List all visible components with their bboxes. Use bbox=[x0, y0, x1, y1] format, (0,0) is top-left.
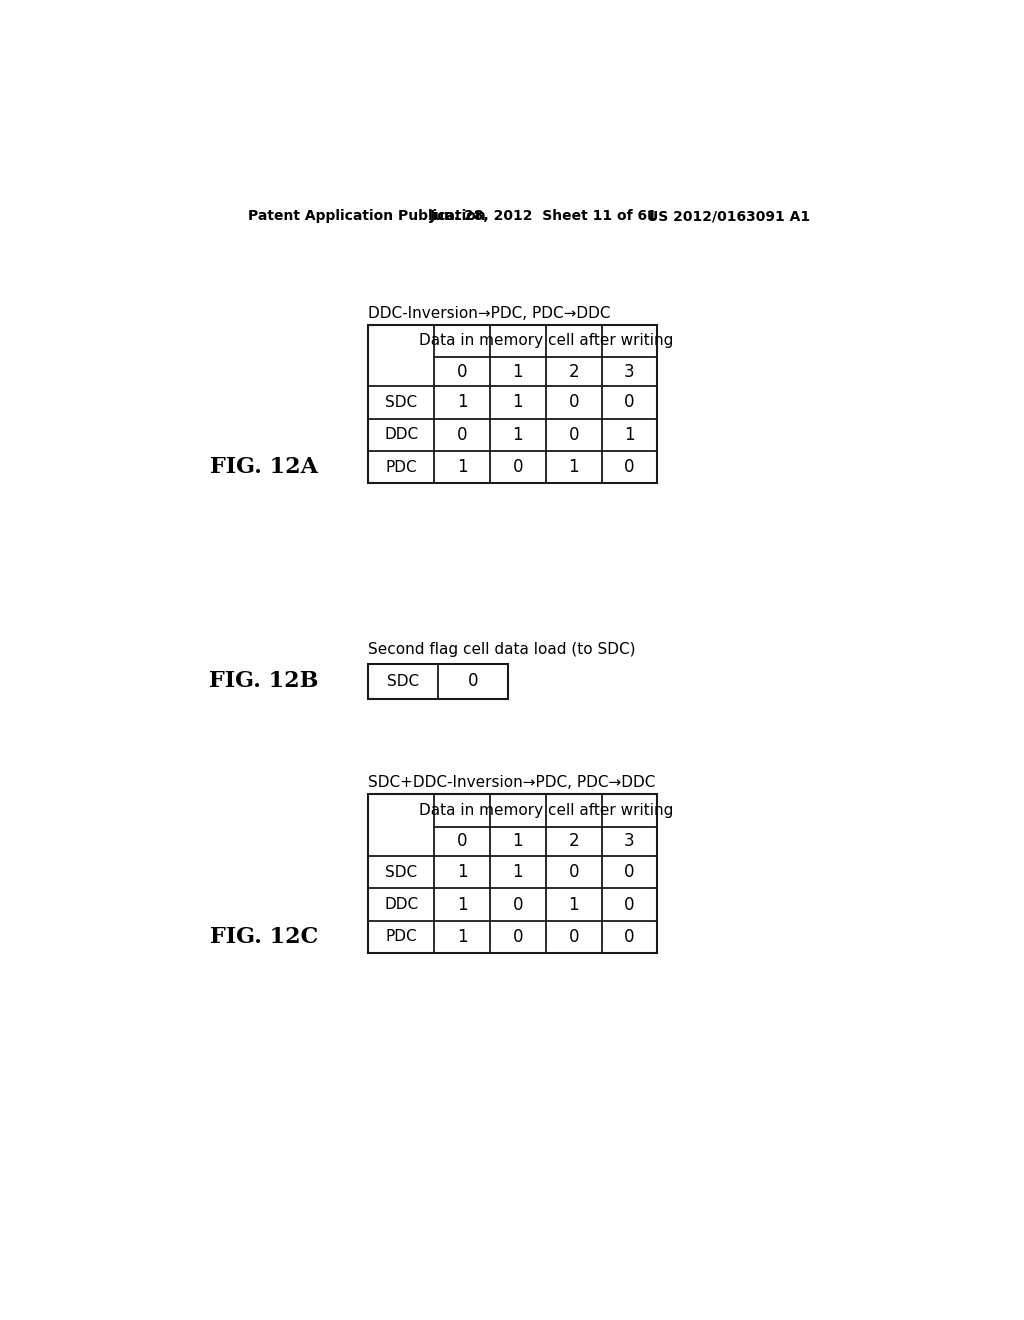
Text: 2: 2 bbox=[568, 833, 579, 850]
Text: PDC: PDC bbox=[385, 459, 417, 475]
Text: 1: 1 bbox=[513, 833, 523, 850]
Text: 3: 3 bbox=[624, 363, 635, 380]
Text: 1: 1 bbox=[568, 895, 579, 913]
Text: PDC: PDC bbox=[385, 929, 417, 944]
Text: 0: 0 bbox=[513, 458, 523, 477]
Text: 1: 1 bbox=[624, 426, 635, 444]
Text: SDC: SDC bbox=[385, 865, 417, 879]
Text: 0: 0 bbox=[568, 426, 579, 444]
Bar bbox=[369, 664, 508, 700]
Text: SDC: SDC bbox=[387, 673, 419, 689]
Text: 0: 0 bbox=[625, 863, 635, 882]
Text: Patent Application Publication: Patent Application Publication bbox=[248, 209, 485, 223]
Text: 3: 3 bbox=[624, 833, 635, 850]
Text: 1: 1 bbox=[513, 426, 523, 444]
Text: Second flag cell data load (to SDC): Second flag cell data load (to SDC) bbox=[369, 642, 636, 657]
Text: 1: 1 bbox=[457, 863, 467, 882]
Text: SDC: SDC bbox=[385, 395, 417, 411]
Text: 0: 0 bbox=[468, 672, 478, 690]
Text: DDC-Inversion→PDC, PDC→DDC: DDC-Inversion→PDC, PDC→DDC bbox=[369, 306, 610, 322]
Text: FIG. 12A: FIG. 12A bbox=[210, 457, 317, 478]
Text: DDC: DDC bbox=[384, 898, 418, 912]
Text: 0: 0 bbox=[568, 928, 579, 946]
Text: 2: 2 bbox=[568, 363, 579, 380]
Bar bbox=[369, 325, 657, 483]
Text: 0: 0 bbox=[457, 363, 467, 380]
Text: 1: 1 bbox=[457, 928, 467, 946]
Text: SDC+DDC-Inversion→PDC, PDC→DDC: SDC+DDC-Inversion→PDC, PDC→DDC bbox=[369, 775, 655, 789]
Bar bbox=[369, 795, 657, 953]
Text: 0: 0 bbox=[457, 426, 467, 444]
Text: US 2012/0163091 A1: US 2012/0163091 A1 bbox=[647, 209, 810, 223]
Text: 1: 1 bbox=[513, 363, 523, 380]
Text: 1: 1 bbox=[568, 458, 579, 477]
Text: FIG. 12C: FIG. 12C bbox=[210, 925, 317, 948]
Text: 1: 1 bbox=[457, 393, 467, 412]
Text: 0: 0 bbox=[568, 863, 579, 882]
Text: 1: 1 bbox=[457, 895, 467, 913]
Text: 0: 0 bbox=[625, 458, 635, 477]
Text: 1: 1 bbox=[513, 863, 523, 882]
Text: Jun. 28, 2012  Sheet 11 of 61: Jun. 28, 2012 Sheet 11 of 61 bbox=[430, 209, 658, 223]
Text: Data in memory cell after writing: Data in memory cell after writing bbox=[419, 803, 673, 818]
Text: 0: 0 bbox=[457, 833, 467, 850]
Text: 1: 1 bbox=[457, 458, 467, 477]
Text: 1: 1 bbox=[513, 393, 523, 412]
Text: FIG. 12B: FIG. 12B bbox=[209, 671, 318, 692]
Text: DDC: DDC bbox=[384, 428, 418, 442]
Text: 0: 0 bbox=[625, 393, 635, 412]
Text: 0: 0 bbox=[513, 895, 523, 913]
Text: Data in memory cell after writing: Data in memory cell after writing bbox=[419, 334, 673, 348]
Text: 0: 0 bbox=[513, 928, 523, 946]
Text: 0: 0 bbox=[625, 895, 635, 913]
Text: 0: 0 bbox=[568, 393, 579, 412]
Text: 0: 0 bbox=[625, 928, 635, 946]
